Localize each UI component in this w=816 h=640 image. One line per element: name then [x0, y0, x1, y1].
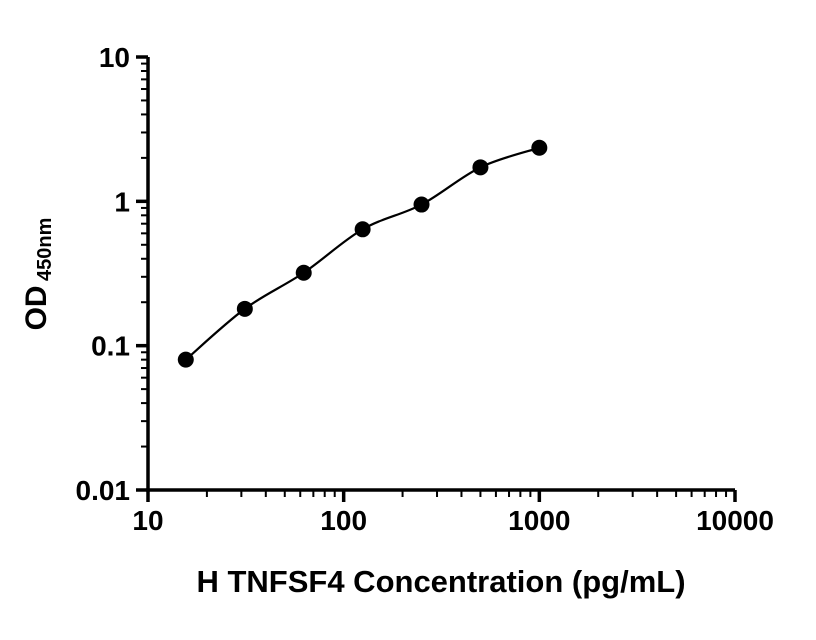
y-axis-title-sub: 450nm: [34, 218, 56, 281]
x-tick-label: 100: [320, 505, 367, 536]
y-tick-label: 1: [114, 186, 130, 217]
data-point: [177, 351, 194, 368]
data-series: [177, 139, 548, 368]
tick-labels: 10 100 1000 10000 0.01 0.1 1 10: [76, 42, 774, 536]
x-tick-label: 10: [132, 505, 163, 536]
data-point: [236, 300, 253, 317]
y-tick-label: 0.01: [76, 475, 131, 506]
x-tick-label: 10000: [696, 505, 774, 536]
axes: [136, 55, 737, 502]
y-tick-label: 0.1: [91, 331, 130, 362]
data-point: [295, 264, 312, 281]
y-tick-label: 10: [99, 42, 130, 73]
data-point: [472, 159, 489, 176]
data-point: [354, 221, 371, 238]
x-axis-title: H TNFSF4 Concentration (pg/mL): [196, 564, 685, 599]
x-tick-label: 1000: [508, 505, 570, 536]
data-point: [531, 139, 548, 156]
y-axis-title-main: OD: [20, 285, 53, 330]
y-axis-title: OD 450nm: [20, 218, 56, 331]
data-point: [413, 196, 430, 213]
fit-curve: [185, 146, 540, 361]
